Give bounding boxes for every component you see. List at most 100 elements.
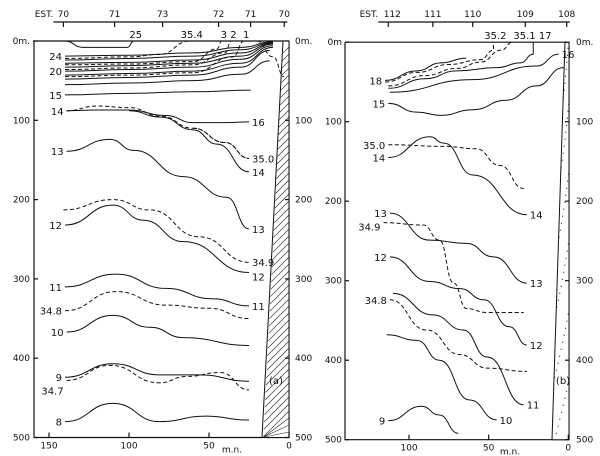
- coast-stipple-dot: [564, 327, 567, 329]
- contour-temperature-line: [64, 45, 274, 72]
- coast-stipple-dot: [563, 208, 565, 210]
- contour-salinity-line: [64, 291, 250, 320]
- coast-stipple-dot: [562, 96, 565, 98]
- coast-hatch-line: [265, 361, 290, 386]
- coast-hatch-line: [265, 368, 290, 393]
- coast-hatch-line: [262, 424, 290, 438]
- coast-hatch-line: [265, 375, 290, 400]
- station-label: 73: [157, 10, 168, 20]
- coast-stipple-dot: [560, 411, 563, 413]
- coast-stipple-dot: [567, 243, 569, 245]
- coast-hatch-line: [276, 165, 290, 179]
- contour-temperature-line: [388, 42, 534, 89]
- coast-hatch-line: [269, 298, 290, 319]
- contour-label: 34.7: [41, 386, 63, 397]
- coast-hatch-line: [281, 60, 290, 69]
- y-tick-label-right: 0m.: [295, 37, 312, 47]
- y-tick-label-right: 100: [295, 116, 312, 126]
- coast-stipple-dot: [563, 334, 565, 336]
- y-tick-label-left: 400: [13, 354, 30, 364]
- coast-stipple-dot: [567, 110, 569, 112]
- coast-hatch-line: [280, 88, 290, 98]
- contour-label: 16: [252, 118, 265, 129]
- contour-temperature-line: [66, 109, 250, 124]
- contour-temperature-line: [64, 43, 274, 68]
- coast-stipple-dot: [561, 159, 563, 161]
- contour-label: 12: [530, 341, 543, 352]
- contour-label: 35.4: [181, 30, 203, 41]
- station-label: 71: [109, 10, 120, 20]
- coast-stipple-dot: [560, 285, 562, 287]
- station-label: 70: [278, 10, 290, 20]
- y-tick-label-right: 200: [576, 197, 593, 207]
- coast-hatch-line: [273, 221, 290, 238]
- coast-stipple-dot: [565, 75, 567, 77]
- coast-hatch-line: [276, 151, 290, 165]
- y-tick-label-right: 0m.: [576, 38, 593, 48]
- contour-label: 35.0: [363, 141, 385, 152]
- coast-hatch-line: [270, 263, 290, 283]
- contour-temperature-line: [64, 40, 134, 48]
- contour-temperature-line: [64, 204, 250, 274]
- coast-hatch-line: [263, 410, 290, 437]
- station-label: 110: [464, 10, 481, 20]
- coast-hatch-line: [275, 172, 290, 187]
- station-label: 72: [213, 10, 224, 20]
- contour-salinity-line: [192, 127, 250, 159]
- coast-hatch-line: [268, 319, 290, 341]
- contour-temperature-line: [64, 41, 274, 57]
- coast-stipple-dot: [557, 299, 559, 301]
- coast-hatch-line: [266, 340, 290, 364]
- station-label: 70: [58, 10, 70, 20]
- y-tick-label-left: 300: [325, 277, 342, 287]
- x-tick-label: 0: [286, 442, 292, 452]
- coast-hatch-line: [270, 270, 290, 290]
- coast-hatch-line: [272, 242, 290, 260]
- coast-stipple-dot: [564, 138, 566, 140]
- contour-label: 25: [129, 30, 142, 41]
- coast-stipple-dot: [559, 229, 561, 231]
- contour-label: 16: [562, 50, 575, 61]
- coast-hatch-line: [273, 214, 290, 231]
- contour-temperature-line: [386, 334, 497, 421]
- coast-stipple-dot: [565, 194, 567, 196]
- station-label: 111: [424, 10, 441, 20]
- contour-label: 13: [530, 279, 543, 290]
- coast-stipple-dot: [560, 166, 562, 168]
- coast-hatch-line: [276, 158, 290, 172]
- contour-temperature-line: [64, 50, 270, 80]
- coast-stipple-dot: [562, 341, 564, 343]
- coast-stipple-dot: [557, 362, 559, 364]
- contour-temperature-line: [64, 402, 250, 423]
- coast-stipple-dot: [567, 47, 569, 49]
- y-tick-label-right: 200: [295, 196, 312, 206]
- y-tick-label-right: 300: [295, 275, 312, 285]
- x-tick-label: 0: [565, 444, 571, 454]
- coast-hatch-line: [275, 179, 290, 194]
- y-tick-label-right: 400: [295, 354, 312, 364]
- contour-temperature-line: [64, 89, 251, 96]
- coast-stipple-dot: [564, 201, 566, 203]
- coast-hatch-line: [273, 207, 290, 224]
- coast-stipple-dot: [564, 397, 566, 399]
- coast-stipple-dot: [566, 61, 568, 63]
- coast-hatch-line: [262, 431, 290, 438]
- contour-label: 34.9: [358, 223, 380, 234]
- coast-hatch-line: [275, 186, 290, 201]
- coast-hatch-line: [272, 228, 290, 246]
- contour-temperature-line: [128, 110, 250, 173]
- coast-stipple-dot: [565, 68, 567, 70]
- contour-temperature-line: [64, 273, 250, 307]
- coast-stipple-dot: [564, 82, 566, 84]
- coast-hatch-line: [277, 137, 290, 150]
- coast-hatch-line: [268, 312, 290, 334]
- contour-salinity-line: [388, 144, 524, 189]
- coast-hatch-line: [278, 116, 290, 128]
- coast-stipple-dot: [554, 376, 556, 378]
- contour-salinity-line: [383, 222, 524, 314]
- y-tick-label-right: 300: [576, 277, 593, 287]
- coast-stipple-dot: [565, 257, 567, 259]
- y-tick-label-left: 300: [13, 275, 30, 285]
